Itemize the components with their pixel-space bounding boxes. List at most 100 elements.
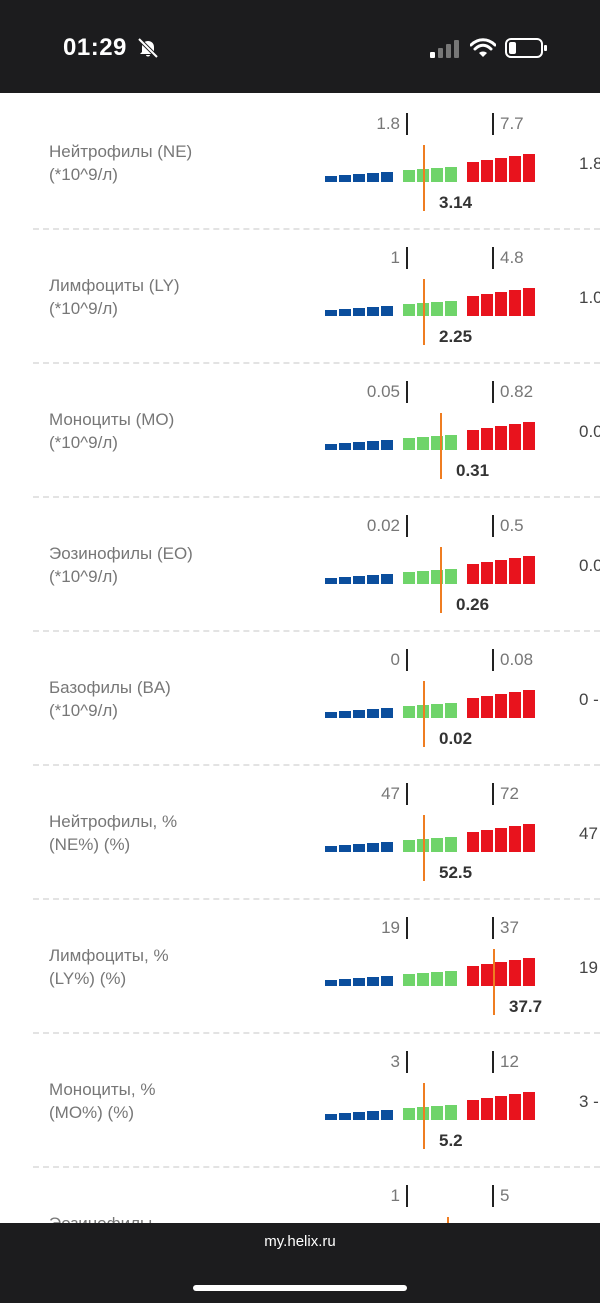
result-value: 3.14: [439, 193, 473, 212]
scale-bar-low: [381, 172, 393, 182]
range-low-label: 0.02: [366, 516, 400, 535]
scale-bar-high: [467, 162, 479, 182]
result-row[interactable]: Лимфоциты (LY) (*10^9/л) 1 4.8 2.25 1.0: [0, 230, 600, 364]
row-divider: [33, 362, 600, 364]
scale-bar-normal: [431, 704, 443, 718]
range-scale: [325, 822, 537, 852]
range-scale: [325, 956, 537, 986]
scale-bar-high: [495, 1096, 507, 1120]
scale-bar-low: [353, 710, 365, 718]
scale-bar-normal: [403, 304, 415, 316]
value-marker: [423, 681, 425, 747]
scale-bar-high: [509, 1094, 521, 1120]
row-divider: [33, 1032, 600, 1034]
result-row[interactable]: Моноциты (MO) (*10^9/л) 0.05 0.82 0.31 0.0: [0, 364, 600, 498]
home-indicator[interactable]: [193, 1285, 407, 1291]
result-value: 0.02: [439, 729, 473, 748]
result-row[interactable]: Эозинофилы (EO) (*10^9/л) 0.02 0.5 0.26 0.0: [0, 498, 600, 632]
scale-bar-normal: [431, 168, 443, 182]
range-scale: [325, 688, 537, 718]
range-low-label: 0: [390, 650, 400, 669]
scale-bar-high: [481, 696, 493, 718]
range-high-label: 4.8: [500, 248, 524, 267]
result-value: 0.31: [456, 461, 490, 480]
value-marker: [493, 949, 495, 1015]
scale-bar-low: [325, 578, 337, 584]
scale-bar-high: [523, 958, 535, 986]
reference-range: 0.0: [579, 422, 600, 441]
scale-bar-low: [381, 574, 393, 584]
result-value: 0.26: [456, 595, 490, 614]
scale-bar-low: [325, 846, 337, 852]
scale-bar-high: [467, 698, 479, 718]
scale-bar-high: [509, 156, 521, 182]
range-high-tick: [492, 247, 494, 269]
value-marker: [440, 413, 442, 479]
range-high-label: 0.5: [500, 516, 524, 535]
cellular-signal-icon: [430, 40, 459, 58]
reference-range: 1.8: [579, 154, 600, 173]
scale-bar-low: [353, 844, 365, 852]
scale-bar-high: [467, 564, 479, 584]
scale-bar-low: [339, 1113, 351, 1120]
scale-bar-low: [339, 175, 351, 182]
result-value: 37.7: [509, 997, 543, 1016]
result-row[interactable]: Моноциты, % (MO%) (%) 3 12 5.2 3 -: [0, 1034, 600, 1168]
result-name: Моноциты (MO) (*10^9/л): [49, 410, 175, 452]
result-row[interactable]: Базофилы (BA) (*10^9/л) 0 0.08 0.02 0 -: [0, 632, 600, 766]
scale-bar-normal: [417, 973, 429, 986]
range-high-tick: [492, 515, 494, 537]
page-url[interactable]: my.helix.ru: [264, 1233, 336, 1250]
scale-bar-high: [509, 290, 521, 316]
scale-bar-high: [495, 694, 507, 718]
scale-bar-low: [367, 575, 379, 584]
result-row[interactable]: Нейтрофилы, % (NE%) (%) 47 72 52.5 47: [0, 766, 600, 900]
result-row[interactable]: Нейтрофилы (NE) (*10^9/л) 1.8 7.7 3.14 1.8: [0, 96, 600, 230]
value-marker: [423, 1083, 425, 1149]
scale-bar-normal: [403, 572, 415, 584]
scale-bar-low: [339, 309, 351, 316]
scale-bar-normal: [445, 301, 457, 316]
result-name: Базофилы (BA) (*10^9/л): [49, 678, 171, 720]
scale-bar-low: [325, 1114, 337, 1120]
scale-bar-high: [467, 966, 479, 986]
range-scale: [325, 554, 537, 584]
range-scale: [325, 152, 537, 182]
result-name: Нейтрофилы, % (NE%) (%): [49, 812, 178, 854]
range-high-tick: [492, 783, 494, 805]
row-divider: [33, 1166, 600, 1168]
scale-bar-low: [367, 441, 379, 450]
scale-bar-low: [339, 577, 351, 584]
scale-bar-normal: [403, 974, 415, 986]
scale-bar-low: [339, 443, 351, 450]
result-value: 52.5: [439, 863, 473, 882]
row-divider: [33, 228, 600, 230]
scale-bar-low: [367, 977, 379, 986]
range-high-tick: [492, 1051, 494, 1073]
scale-bar-high: [481, 1098, 493, 1120]
scale-bar-high: [523, 556, 535, 584]
wifi-icon: [470, 38, 496, 57]
result-row[interactable]: Эозинофилы 1 5: [0, 1168, 600, 1223]
bell-slash-icon: [137, 37, 159, 59]
scale-bar-low: [325, 980, 337, 986]
scale-bar-high: [467, 832, 479, 852]
scale-bar-high: [481, 830, 493, 852]
range-high-label: 72: [500, 784, 519, 803]
row-divider: [33, 898, 600, 900]
scale-bar-low: [353, 308, 365, 316]
range-low-tick: [406, 783, 408, 805]
range-low-label: 3: [390, 1052, 400, 1071]
range-high-tick: [492, 113, 494, 135]
range-low-label: 0.05: [366, 382, 400, 401]
scale-bar-high: [523, 288, 535, 316]
range-high-label: 12: [500, 1052, 519, 1071]
result-row[interactable]: Лимфоциты, % (LY%) (%) 19 37 37.7 19: [0, 900, 600, 1034]
scale-bar-high: [495, 962, 507, 986]
value-marker: [440, 547, 442, 613]
reference-range: 3 -: [579, 1092, 599, 1111]
range-low-tick: [406, 515, 408, 537]
scale-bar-low: [381, 842, 393, 852]
value-marker: [447, 1217, 449, 1223]
range-low-tick: [406, 113, 408, 135]
